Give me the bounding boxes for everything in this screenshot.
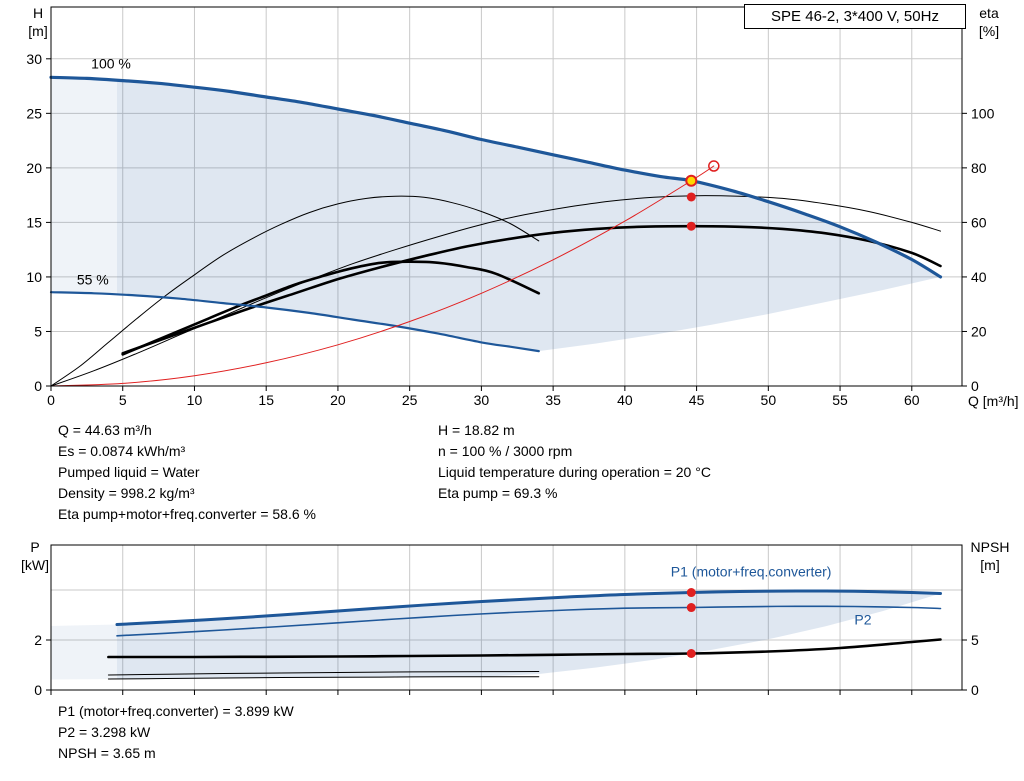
y-right-tick-label: 60 xyxy=(971,214,987,230)
p1-100-curve xyxy=(115,589,942,626)
h-axis-label-line1: H xyxy=(32,5,44,21)
y-left-tick-label: 10 xyxy=(26,269,42,285)
x-tick-label: 20 xyxy=(330,392,346,408)
eta-axis-label-line1: eta xyxy=(979,5,999,21)
info-line-liquid: Pumped liquid = Water xyxy=(58,464,200,480)
p2-55-curve xyxy=(107,676,540,680)
y-left-tick-label: 2 xyxy=(34,632,42,648)
y-left-tick-label: 0 xyxy=(34,378,42,394)
x-tick-label: 45 xyxy=(689,392,705,408)
info-line-p2: P2 = 3.298 kW xyxy=(58,724,151,740)
x-tick-label: 0 xyxy=(47,392,55,408)
envelope-left xyxy=(51,77,117,294)
power-npsh-chart: 0 2 0 5 P1 (motor+freq.converter) P2 xyxy=(34,544,979,698)
x-tick-label: 10 xyxy=(187,392,203,408)
operating-point-marker xyxy=(685,174,698,187)
eta-axis-label-line2: [%] xyxy=(978,23,1000,39)
x-tick-label: 15 xyxy=(258,392,274,408)
info-line-n: n = 100 % / 3000 rpm xyxy=(438,443,573,459)
operating-data-left: Q = 44.63 m³/h Es = 0.0874 kWh/m³ Pumped… xyxy=(58,420,316,525)
system-curve-curve xyxy=(50,165,715,387)
p1-point-marker xyxy=(686,588,696,598)
y-right-tick-label: 20 xyxy=(971,323,987,339)
power-data-block: P1 (motor+freq.converter) = 3.899 kW P2 … xyxy=(58,701,294,764)
npsh-axis-label-line2: [m] xyxy=(980,557,1000,573)
p-axis-label-line2: [kW] xyxy=(21,557,49,573)
p-axis-label: P [kW] xyxy=(14,538,56,574)
h-axis-label-line2: [m] xyxy=(28,23,48,39)
info-line-npsh: NPSH = 3.65 m xyxy=(58,745,156,761)
curve-label: P2 xyxy=(854,612,871,628)
y-left-tick-label: 15 xyxy=(26,214,42,230)
npsh-axis-label-line1: NPSH xyxy=(970,539,1010,555)
x-tick-label: 25 xyxy=(402,392,418,408)
y-left-tick-label: 20 xyxy=(26,160,42,176)
info-line-h: H = 18.82 m xyxy=(438,422,515,438)
pump-model-title: SPE 46-2, 3*400 V, 50Hz xyxy=(744,4,966,29)
x-tick-label: 30 xyxy=(474,392,490,408)
curve-label: 100 % xyxy=(91,56,131,72)
eta-pump-point-marker xyxy=(686,192,696,202)
info-line-density: Density = 998.2 kg/m³ xyxy=(58,485,195,501)
h-axis-label: H [m] xyxy=(20,4,56,40)
info-line-es: Es = 0.0874 kWh/m³ xyxy=(58,443,186,459)
y-left-tick-label: 30 xyxy=(26,51,42,67)
x-tick-label: 5 xyxy=(119,392,127,408)
y-right-tick-label: 0 xyxy=(971,378,979,394)
envelope-main xyxy=(117,591,941,679)
y-left-tick-label: 0 xyxy=(34,682,42,698)
y-right-tick-label: 100 xyxy=(971,105,995,121)
p1-55-curve xyxy=(107,671,540,676)
x-tick-label: 40 xyxy=(617,392,633,408)
head-55-curve xyxy=(49,291,540,353)
npsh-curve xyxy=(107,638,942,659)
hq-eta-chart: 0 5 10 15 20 25 30 35 40 45 50 55 60 0 5 10 15 20 25 30 0 20 4… xyxy=(26,6,995,408)
eta-total-55-curve xyxy=(121,260,541,356)
y-right-tick-label: 0 xyxy=(971,682,979,698)
info-line-temperature: Liquid temperature during operation = 20… xyxy=(438,464,711,480)
y-left-tick-label: 5 xyxy=(34,323,42,339)
info-line-p1: P1 (motor+freq.converter) = 3.899 kW xyxy=(58,703,294,719)
x-tick-label: 60 xyxy=(904,392,920,408)
q-axis-label: Q [m³/h] xyxy=(968,393,1019,409)
curve-label: 55 % xyxy=(77,272,109,288)
y-right-tick-label: 40 xyxy=(971,269,987,285)
envelope-left xyxy=(51,624,117,680)
npsh-axis-label: NPSH [m] xyxy=(960,538,1020,574)
x-tick-label: 55 xyxy=(832,392,848,408)
info-line-eta-pump: Eta pump = 69.3 % xyxy=(438,485,558,501)
p-axis-label-line1: P xyxy=(30,539,40,555)
curve-label: P1 (motor+freq.converter) xyxy=(671,563,832,579)
npsh-point-marker xyxy=(686,649,696,658)
eta-total-point-marker xyxy=(686,221,696,231)
eta-axis-label: eta [%] xyxy=(966,4,1012,40)
p2-point-marker xyxy=(686,603,696,613)
y-right-tick-label: 80 xyxy=(971,160,987,176)
y-left-tick-label: 25 xyxy=(26,105,42,121)
eta-pump-55-curve xyxy=(50,195,540,387)
info-line-q: Q = 44.63 m³/h xyxy=(58,422,152,438)
p2-100-curve xyxy=(116,605,942,637)
operating-data-right: H = 18.82 m n = 100 % / 3000 rpm Liquid … xyxy=(438,420,711,504)
head-100-curve xyxy=(49,75,943,279)
x-tick-label: 35 xyxy=(545,392,561,408)
x-tick-label: 50 xyxy=(761,392,777,408)
requested-duty-point-marker xyxy=(708,160,720,172)
info-line-eta-total: Eta pump+motor+freq.converter = 58.6 % xyxy=(58,506,316,522)
y-right-tick-label: 5 xyxy=(971,632,979,648)
